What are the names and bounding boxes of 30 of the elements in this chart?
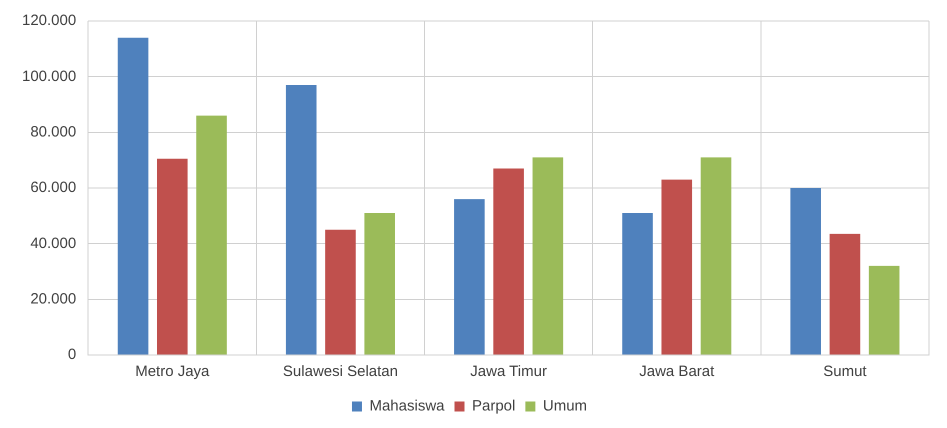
bar <box>325 230 356 354</box>
x-tick-label: Sumut <box>823 363 868 380</box>
y-tick-label: 80.000 <box>30 123 76 140</box>
bar <box>868 266 900 354</box>
bar <box>622 213 653 354</box>
x-tick-label: Sulawesi Selatan <box>282 363 398 380</box>
y-tick-label: 20.000 <box>30 290 76 308</box>
bar <box>830 234 860 354</box>
legend-label: Mahasiswa <box>369 398 446 415</box>
bar <box>286 85 317 354</box>
bar <box>700 157 732 354</box>
x-tick-label: Metro Jaya <box>135 363 210 380</box>
y-tick-label: 40.000 <box>30 234 76 252</box>
x-tick-label: Jawa Barat <box>639 363 716 380</box>
y-tick-label: 100.000 <box>22 68 76 85</box>
bar <box>454 199 485 354</box>
bar <box>196 116 227 354</box>
y-tick-label: 120.000 <box>22 12 76 30</box>
y-tick-label: 0 <box>68 346 76 364</box>
legend-label: Parpol <box>472 398 516 415</box>
bar <box>532 157 564 354</box>
bar <box>364 213 395 354</box>
bar <box>118 38 148 354</box>
bar <box>156 158 188 354</box>
bar <box>661 180 692 354</box>
y-tick-label: 60.000 <box>30 179 76 196</box>
legend-label: Umum <box>542 398 588 415</box>
bar <box>790 188 821 354</box>
bar <box>493 168 524 354</box>
x-tick-label: Jawa Timur <box>470 363 547 380</box>
